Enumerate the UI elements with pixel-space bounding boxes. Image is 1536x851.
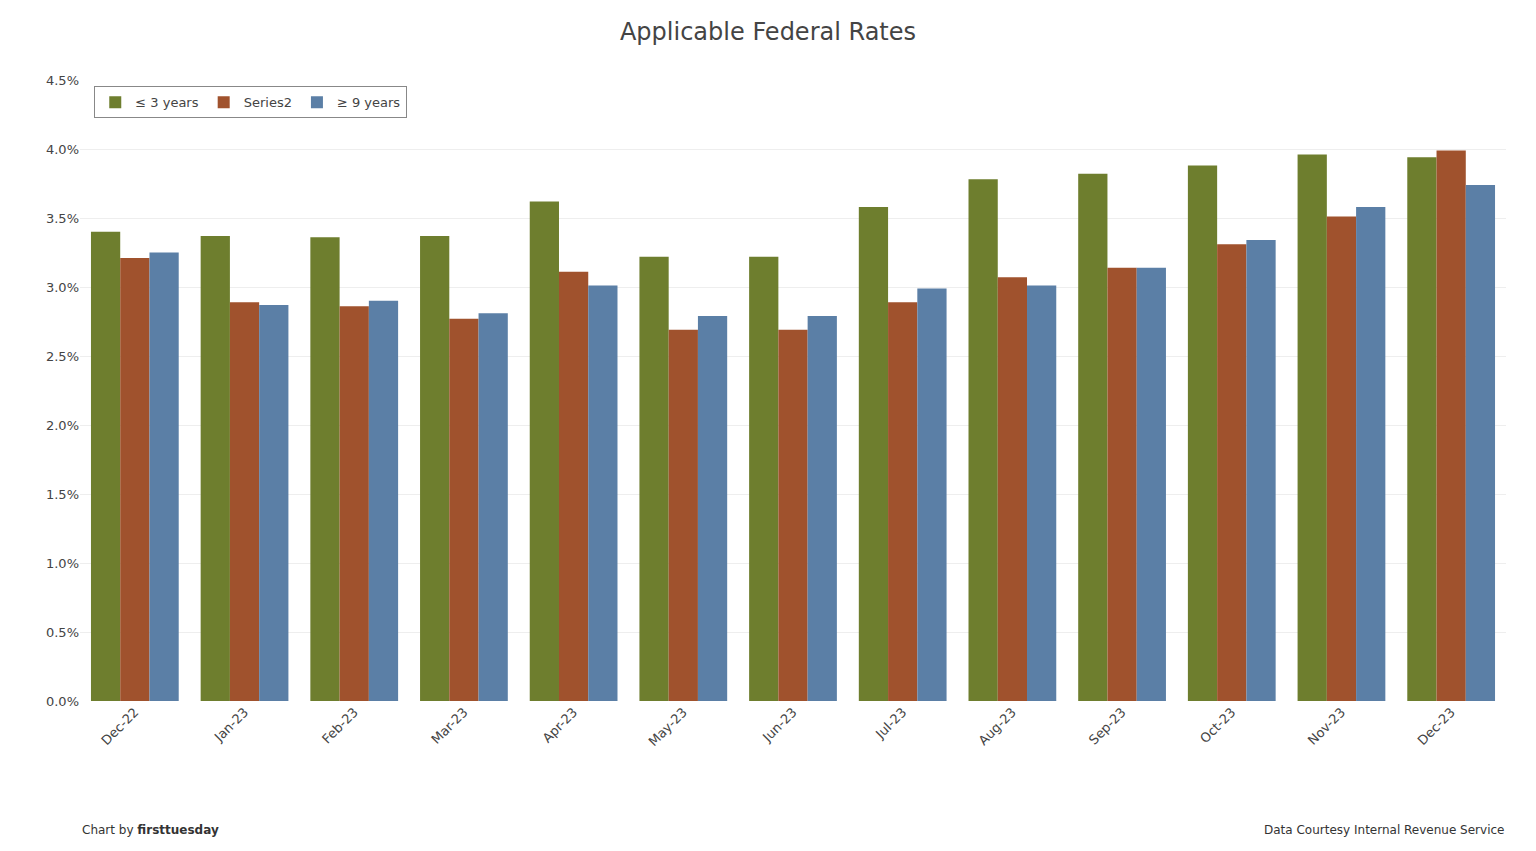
svg-text:Data Courtesy Internal Revenue: Data Courtesy Internal Revenue Service	[1264, 823, 1504, 837]
svg-text:Jan-23: Jan-23	[211, 705, 252, 746]
svg-text:2.5%: 2.5%	[46, 349, 79, 364]
svg-text:Applicable Federal Rates: Applicable Federal Rates	[620, 18, 916, 46]
svg-text:≤ 3 years: ≤ 3 years	[135, 95, 198, 110]
svg-text:Aug-23: Aug-23	[976, 705, 1020, 749]
svg-text:Feb-23: Feb-23	[319, 705, 361, 747]
svg-text:3.5%: 3.5%	[46, 211, 79, 226]
svg-text:1.5%: 1.5%	[46, 487, 79, 502]
svg-text:1.0%: 1.0%	[46, 556, 79, 571]
svg-text:Dec-23: Dec-23	[1414, 705, 1457, 748]
svg-text:3.0%: 3.0%	[46, 280, 79, 295]
svg-text:0.0%: 0.0%	[46, 694, 79, 709]
svg-text:Sep-23: Sep-23	[1086, 705, 1129, 748]
svg-text:4.5%: 4.5%	[46, 73, 79, 88]
svg-text:4.0%: 4.0%	[46, 142, 79, 157]
svg-text:Nov-23: Nov-23	[1305, 705, 1348, 748]
svg-text:2.0%: 2.0%	[46, 418, 79, 433]
svg-text:Mar-23: Mar-23	[428, 705, 470, 747]
svg-text:May-23: May-23	[646, 705, 690, 749]
svg-text:Series2: Series2	[244, 95, 292, 110]
svg-text:Chart by firsttuesday: Chart by firsttuesday	[82, 823, 219, 837]
svg-text:Oct-23: Oct-23	[1197, 705, 1239, 747]
svg-text:Jul-23: Jul-23	[872, 705, 909, 742]
svg-text:Dec-22: Dec-22	[98, 705, 141, 748]
svg-text:Apr-23: Apr-23	[539, 705, 580, 746]
svg-text:≥ 9 years: ≥ 9 years	[337, 95, 400, 110]
svg-text:0.5%: 0.5%	[46, 625, 79, 640]
svg-text:Jun-23: Jun-23	[759, 705, 800, 746]
